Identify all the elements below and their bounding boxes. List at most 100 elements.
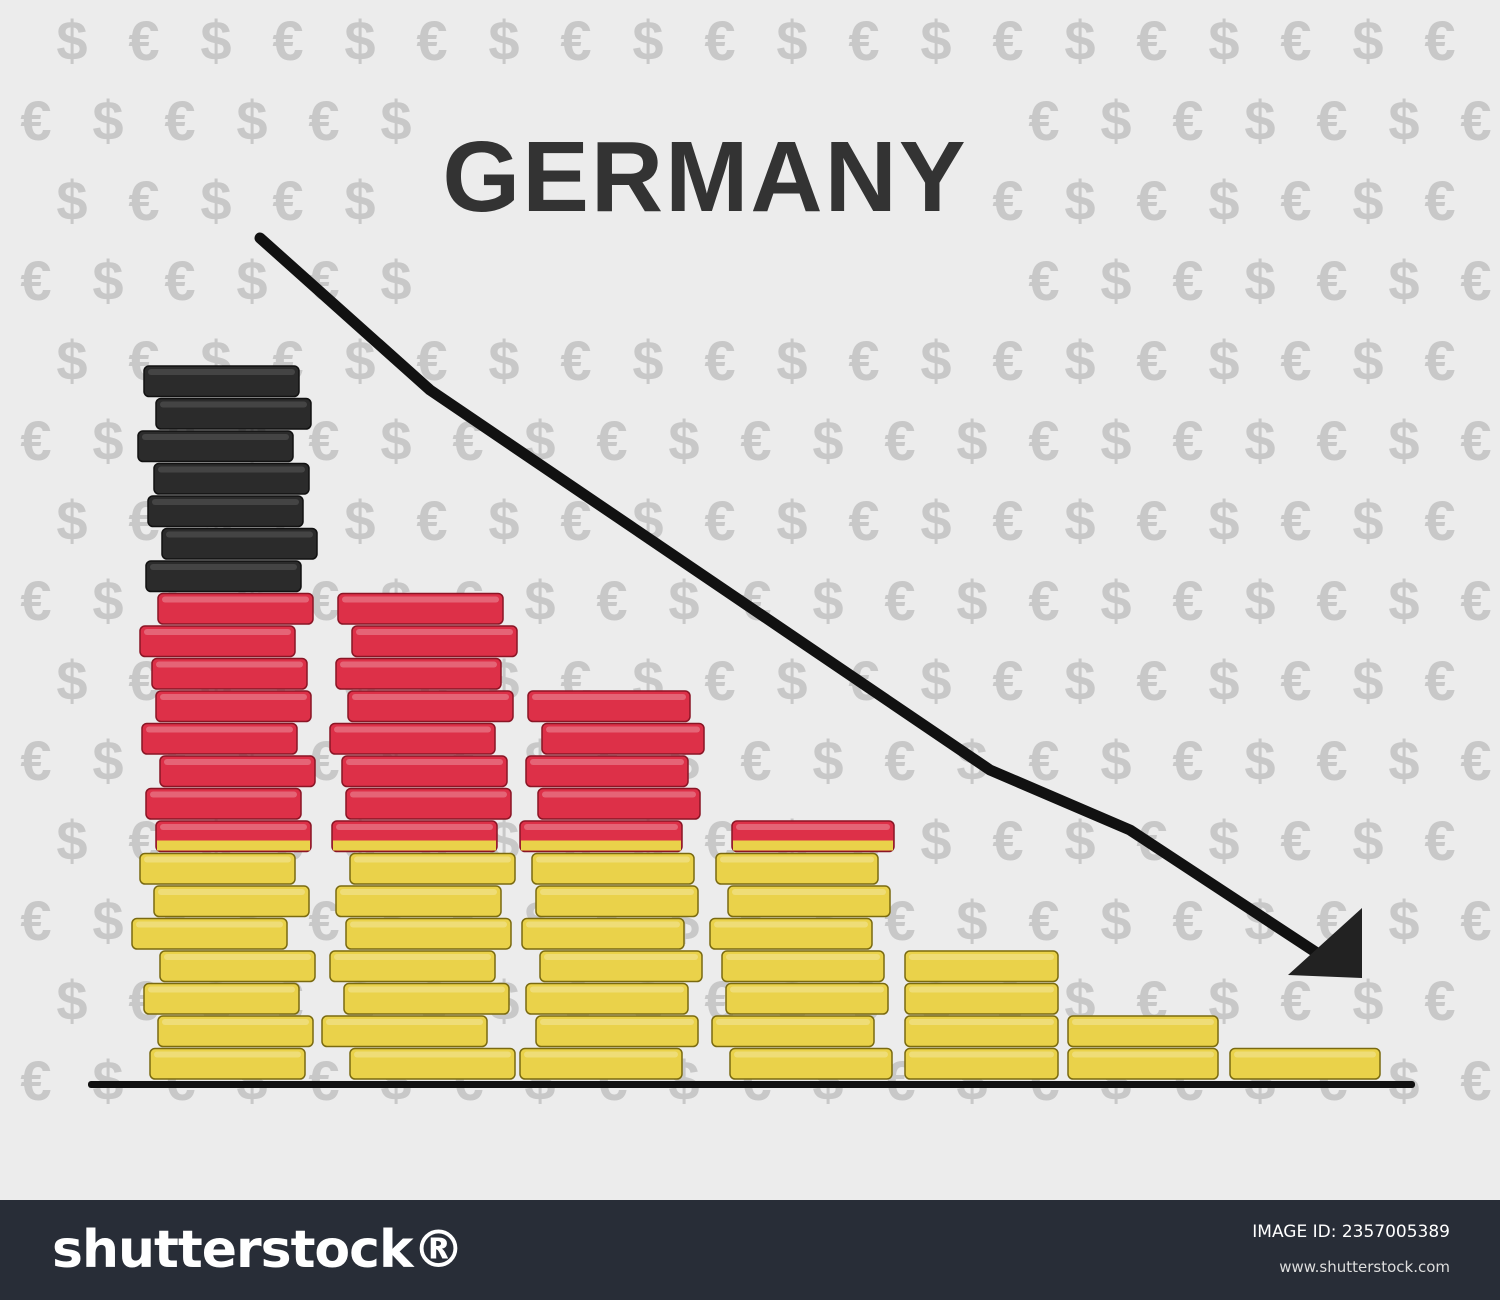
coin xyxy=(715,852,879,885)
euro-symbol: € xyxy=(128,169,159,232)
coin xyxy=(349,852,516,885)
coin xyxy=(131,917,288,950)
coin xyxy=(335,885,502,918)
coin-highlight xyxy=(909,986,1054,993)
coin xyxy=(157,1015,314,1048)
coin-gold-band xyxy=(157,840,310,851)
euro-symbol: € xyxy=(1136,9,1167,72)
euro-symbol: € xyxy=(704,489,735,552)
euro-symbol: € xyxy=(992,329,1023,392)
euro-symbol: € xyxy=(1028,249,1059,312)
dollar-symbol: $ xyxy=(56,809,87,872)
coin-highlight xyxy=(909,1051,1054,1058)
euro-symbol: € xyxy=(848,489,879,552)
coin-highlight xyxy=(346,759,503,765)
coin-highlight xyxy=(732,889,886,895)
coin-highlight xyxy=(164,759,311,765)
dollar-symbol: $ xyxy=(1100,409,1131,472)
coin xyxy=(147,495,304,528)
coin xyxy=(143,365,300,398)
coin-highlight xyxy=(350,921,507,928)
coin-highlight xyxy=(716,1019,870,1025)
coin xyxy=(157,592,314,625)
euro-symbol: € xyxy=(1460,729,1491,792)
arrow-head-icon xyxy=(1288,908,1362,978)
dollar-symbol: $ xyxy=(920,649,951,712)
dollar-symbol: $ xyxy=(1100,249,1131,312)
coin xyxy=(535,885,699,918)
coin xyxy=(904,982,1059,1015)
dollar-symbol: $ xyxy=(632,9,663,72)
dollar-symbol: $ xyxy=(776,9,807,72)
dollar-symbol: $ xyxy=(92,729,123,792)
coin-highlight xyxy=(1072,1019,1214,1025)
coin xyxy=(519,1047,683,1080)
dollar-symbol: $ xyxy=(1352,329,1383,392)
coin-highlight xyxy=(356,629,513,635)
euro-symbol: € xyxy=(1460,89,1491,152)
coin-highlight xyxy=(150,564,297,570)
euro-symbol: € xyxy=(1280,809,1311,872)
title: GERMANY xyxy=(442,121,968,233)
euro-symbol: € xyxy=(1280,9,1311,72)
coin-highlight xyxy=(146,726,293,733)
coin-highlight xyxy=(148,369,295,375)
euro-symbol: € xyxy=(1172,409,1203,472)
euro-symbol: € xyxy=(272,169,303,232)
coin-highlight xyxy=(144,856,291,863)
euro-symbol: € xyxy=(848,329,879,392)
dollar-symbol: $ xyxy=(1388,249,1419,312)
euro-symbol: € xyxy=(308,89,339,152)
euro-symbol: € xyxy=(1460,889,1491,952)
coin-highlight xyxy=(154,1051,301,1058)
euro-symbol: € xyxy=(1424,169,1455,232)
coin-highlight xyxy=(734,1051,888,1058)
dollar-symbol: $ xyxy=(1208,489,1239,552)
coin-highlight xyxy=(909,1019,1054,1025)
coin-highlight xyxy=(142,434,289,440)
dollar-symbol: $ xyxy=(56,969,87,1032)
coin-highlight xyxy=(326,1019,483,1025)
coin xyxy=(345,917,512,950)
dollar-symbol: $ xyxy=(920,489,951,552)
euro-symbol: € xyxy=(596,569,627,632)
dollar-symbol: $ xyxy=(1064,329,1095,392)
euro-symbol: € xyxy=(1280,329,1311,392)
coin xyxy=(145,560,302,593)
dollar-symbol: $ xyxy=(920,329,951,392)
euro-symbol: € xyxy=(1460,409,1491,472)
coin xyxy=(537,787,701,820)
coin-highlight xyxy=(546,726,700,733)
coin-stack xyxy=(904,950,1059,1080)
coin-highlight xyxy=(526,921,680,928)
euro-symbol: € xyxy=(272,9,303,72)
coin xyxy=(904,1015,1059,1048)
dollar-symbol: $ xyxy=(200,9,231,72)
dollar-symbol: $ xyxy=(488,489,519,552)
coin-highlight xyxy=(540,889,694,895)
coin-highlight xyxy=(148,986,295,993)
illustration: $ € $ € $ € $ € $ € $ € $ € $ € $ € $ € € $ € $ € $ € $ € $ € $ € $ € $ € $ € $… xyxy=(20,9,1492,1112)
euro-symbol: € xyxy=(1172,569,1203,632)
coin-highlight xyxy=(720,856,874,863)
euro-symbol: € xyxy=(1136,649,1167,712)
trend-arrow-line xyxy=(254,232,1326,961)
euro-symbol: € xyxy=(1028,569,1059,632)
coin-highlight xyxy=(714,921,868,928)
coin-highlight xyxy=(532,694,686,700)
euro-symbol: € xyxy=(20,569,51,632)
coin xyxy=(141,722,298,755)
euro-symbol: € xyxy=(1136,329,1167,392)
coin-highlight xyxy=(340,889,497,895)
euro-symbol: € xyxy=(1136,169,1167,232)
coin xyxy=(341,755,508,788)
euro-symbol: € xyxy=(992,809,1023,872)
site-url: www.shutterstock.com xyxy=(1279,1258,1450,1276)
coin xyxy=(729,1047,893,1080)
euro-symbol: € xyxy=(884,409,915,472)
coin-stack xyxy=(131,365,318,1080)
coin-gold-band xyxy=(521,840,681,851)
coin-highlight xyxy=(736,824,890,830)
coin-highlight xyxy=(350,791,507,798)
coin xyxy=(159,950,316,983)
